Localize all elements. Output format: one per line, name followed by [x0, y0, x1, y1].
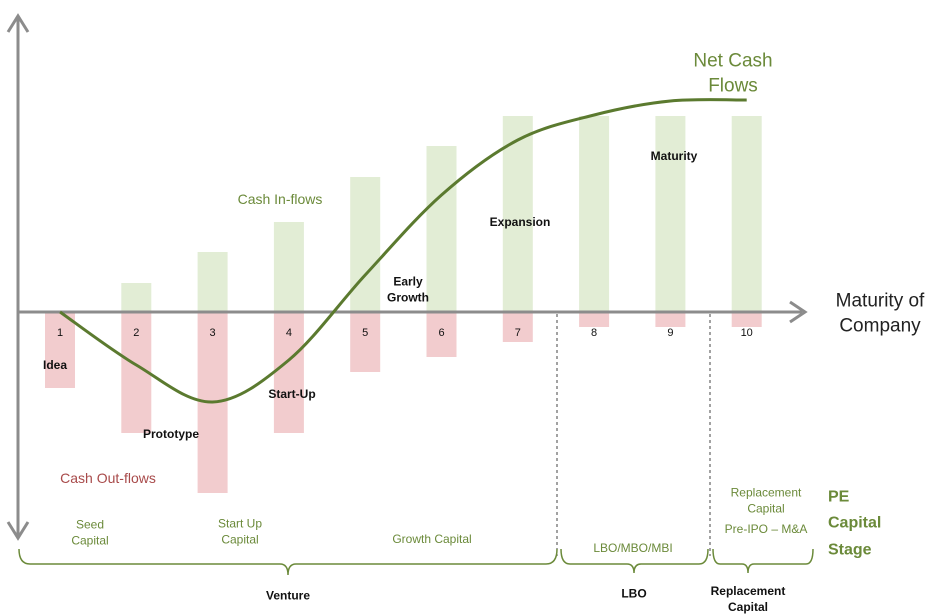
bracket	[712, 548, 814, 574]
bars	[45, 116, 762, 493]
stage-label: Prototype	[142, 427, 200, 442]
bar	[426, 146, 457, 312]
net-cash-line	[59, 98, 747, 404]
x-tick-label: 9	[667, 327, 673, 339]
group-label: Replacement Capital	[710, 583, 786, 614]
bar	[655, 312, 686, 327]
axes	[6, 13, 808, 541]
bar	[45, 312, 75, 388]
capital-stage: Seed Capital	[71, 517, 109, 547]
bar	[731, 116, 762, 312]
capital-stage: Pre-IPO – M&A	[724, 522, 808, 537]
x-axis-label: Maturity of Company	[835, 290, 925, 336]
group-label: LBO	[621, 586, 647, 601]
capital-stage: Growth Capital	[392, 532, 472, 547]
series-label: Cash Out-flows	[60, 469, 156, 486]
series-label: Cash In-flows	[237, 190, 323, 207]
x-tick-label: 10	[741, 327, 753, 339]
x-tick-label: 6	[438, 327, 444, 339]
stage-label: Maturity	[650, 149, 698, 164]
line-layer	[59, 98, 747, 404]
bar	[350, 312, 381, 372]
y-arrow-bottom	[6, 521, 30, 541]
bar	[731, 312, 762, 327]
x-tick-label: 7	[515, 327, 521, 339]
brackets	[18, 548, 814, 576]
capital-stage: Start Up Capital	[217, 516, 262, 546]
x-arrow	[789, 300, 808, 324]
capital-stage: Replacement Capital	[730, 485, 802, 515]
x-tick-label: 1	[57, 327, 63, 339]
bar	[502, 116, 533, 312]
bar	[197, 252, 228, 312]
x-tick-label: 2	[133, 327, 139, 339]
series-label: Net Cash Flows	[693, 50, 773, 96]
bar	[273, 222, 304, 312]
bar	[655, 116, 686, 312]
bar	[350, 177, 381, 312]
y-arrow-top	[6, 13, 30, 33]
x-tick-label: 4	[286, 327, 292, 339]
bar	[426, 312, 457, 357]
bar	[579, 312, 610, 327]
x-tick-label: 8	[591, 327, 597, 339]
stage-label: Idea	[42, 358, 68, 373]
dividers	[556, 314, 711, 556]
x-tick-label: 5	[362, 327, 368, 339]
pe-title: PE Capital Stage	[828, 488, 882, 559]
group-label: Venture	[265, 588, 311, 603]
stage-label: Early Growth	[387, 274, 429, 304]
bar	[273, 312, 304, 433]
stage-label: Start-Up	[268, 387, 316, 402]
bracket	[560, 548, 709, 574]
bracket	[18, 548, 558, 576]
capital-stage: LBO/MBO/MBI	[593, 541, 673, 556]
bar	[502, 312, 533, 342]
bar	[121, 283, 152, 312]
x-tick-label: 3	[210, 327, 216, 339]
stage-label: Expansion	[489, 215, 551, 230]
bar	[579, 116, 610, 312]
